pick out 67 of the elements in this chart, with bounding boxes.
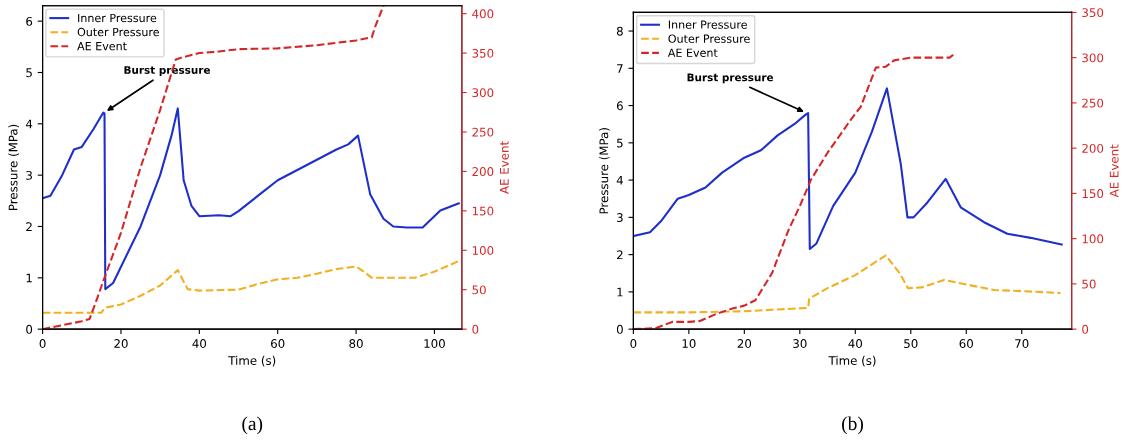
y-tick-label: 5 [617,138,623,148]
line-series [633,87,1063,251]
y-tick-label: 1 [26,273,32,283]
y-axis-title: Pressure (MPa) [8,124,19,210]
legend-label: AE Event [77,42,127,51]
y2-tick-label: 350 [472,48,494,58]
y-tick-label: 1 [617,287,623,297]
legend-label: Inner Pressure [78,13,157,23]
x-tick-label: 40 [848,339,863,349]
legend-label: Outer Pressure [77,27,159,37]
y2-tick-label: 100 [472,246,494,255]
x-tick-label: 20 [737,339,752,349]
y-tick-label: 2 [617,250,623,260]
y-tick-label: 4 [25,119,33,129]
y2-tick-label: 200 [1082,143,1104,153]
x-tick-label: 70 [1015,339,1029,349]
y2-tick-label: 300 [472,88,494,98]
x-axis-title: Time (s) [228,355,276,367]
y-tick-label: 0 [616,324,623,334]
x-tick-label: 60 [959,339,973,349]
y2-tick-label: 200 [472,167,494,177]
y-tick-label: 2 [26,222,32,231]
y-axis-title: Pressure (MPa) [599,128,610,214]
y2-tick-label: 250 [472,127,494,137]
line-series [42,107,460,291]
x-tick-label: 40 [192,339,207,349]
x-tick-label: 20 [114,339,128,349]
x-tick-label: 100 [424,339,445,349]
x-tick-label: 50 [904,339,918,349]
x-axis-title: Time (s) [828,355,876,367]
line-series [42,260,459,314]
legend-label: AE Event [667,48,718,57]
y-tick-label: 5 [26,68,32,78]
y2-tick-label: 0 [1082,324,1089,334]
y-tick-label: 3 [617,213,623,223]
y-tick-label: 3 [26,170,32,180]
y2-tick-label: 50 [1082,279,1096,289]
y-tick-label: 4 [616,175,623,185]
y2-tick-label: 100 [1082,234,1104,244]
y-tick-label: 8 [616,26,623,36]
y2-axis-title: AE Event [500,141,509,194]
x-tick-label: 80 [349,339,363,349]
x-tick-label: 10 [682,339,696,349]
x-tick-label: 0 [39,339,46,349]
y2-tick-label: 300 [1082,53,1104,63]
y2-tick-label: 0 [472,324,479,334]
text: (a) [242,416,263,435]
y2-tick-label: 150 [1082,189,1104,199]
annotation: Burst pressure [124,66,210,76]
annotation: Burst pressure [687,73,774,84]
legend-label: Inner Pressure [668,20,747,29]
line-series [633,254,1062,314]
legend-label: Outer Pressure [668,34,750,43]
y2-tick-label: 150 [472,206,494,216]
y2-axis-title: AE Event [1109,144,1119,198]
y-tick-label: 6 [26,16,33,26]
y2-tick-label: 50 [472,285,486,295]
x-tick-label: 60 [271,339,285,349]
y2-tick-label: 250 [1082,98,1104,108]
x-tick-label: 30 [793,339,807,349]
y-tick-label: 6 [616,101,623,111]
y-tick-label: 0 [26,324,33,334]
text: (b) [842,416,863,435]
x-tick-label: 0 [630,339,637,349]
y-tick-label: 7 [617,64,623,73]
y2-tick-label: 350 [1082,8,1104,18]
y2-tick-label: 400 [472,9,494,19]
